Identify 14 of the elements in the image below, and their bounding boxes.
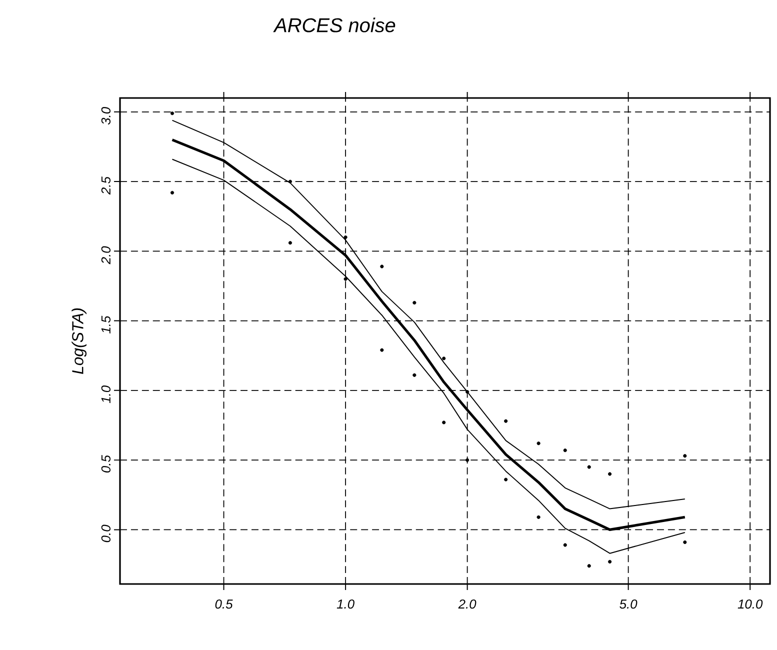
x-tick-label: 5.0 bbox=[620, 599, 638, 609]
chart-title: ARCES noise bbox=[273, 18, 396, 32]
y-tick-label: 1.5 bbox=[101, 316, 111, 334]
x-tick-label: 10.0 bbox=[738, 599, 763, 609]
y-tick-label: 2.5 bbox=[101, 176, 111, 195]
x-tick-label: 2.0 bbox=[458, 599, 476, 609]
x-tick-label: 0.5 bbox=[215, 599, 233, 609]
y-tick-label: 1.0 bbox=[101, 386, 111, 404]
x-tick-label: 1.0 bbox=[336, 599, 354, 609]
y-tick-label: 2.0 bbox=[101, 246, 111, 264]
y-tick-label: 0.5 bbox=[101, 455, 111, 472]
y-tick-label: 0.0 bbox=[101, 524, 111, 542]
y-tick-label: 3.0 bbox=[101, 107, 111, 125]
y-axis-title: Log(STA) bbox=[72, 308, 87, 374]
